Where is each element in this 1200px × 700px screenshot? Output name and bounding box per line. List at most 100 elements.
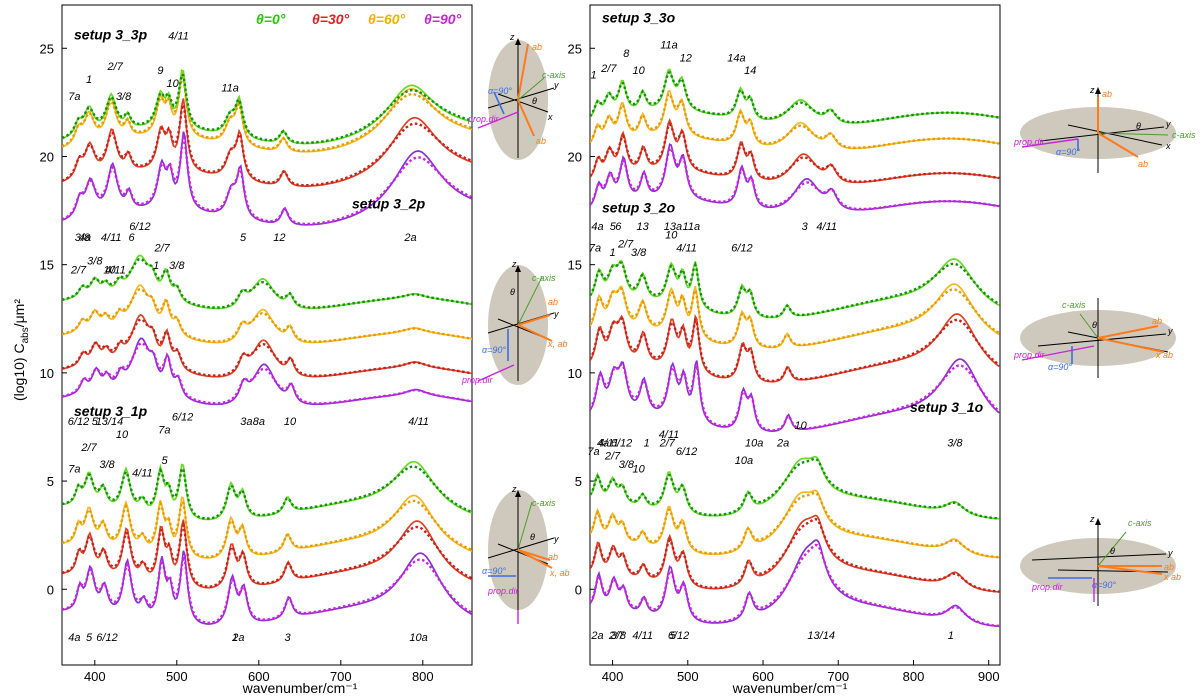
- x-tick-label: 700: [827, 669, 849, 684]
- peak-label: 10: [633, 65, 646, 77]
- diagram-caxis-label: c-axis: [1062, 300, 1086, 310]
- series-line-θ=60°-solid: [62, 494, 472, 559]
- series-line-θ=0°-solid: [62, 69, 472, 145]
- y-tick-label: 15: [40, 258, 54, 273]
- diagram-theta-label: θ: [532, 96, 537, 106]
- group-title: setup 3_2p: [352, 195, 426, 211]
- x-tick-label: 800: [903, 669, 925, 684]
- peak-label: 3/8: [99, 459, 115, 471]
- peak-label: 14: [744, 65, 756, 77]
- peak-label: 2/7: [80, 442, 97, 454]
- diagram-ab-label: ab: [1164, 562, 1174, 572]
- diagram-z-label: z: [509, 32, 515, 42]
- x-tick-label: 800: [412, 669, 434, 684]
- peak-label: 1: [232, 632, 238, 644]
- y-tick-label: 25: [568, 41, 582, 56]
- diagram-propdir-label: prop.dir: [1013, 137, 1046, 147]
- peak-label: 13a: [664, 221, 682, 233]
- diagram-1o: z c-axis θ y ab x ab α=90° prop.dir: [1020, 514, 1181, 606]
- peak-label: 3/8: [169, 260, 185, 272]
- series-line-θ=90°-dotted: [590, 543, 1000, 628]
- series-line-θ=60°-solid: [590, 89, 1000, 150]
- diagram-propdir-label: prop.dir: [487, 586, 520, 596]
- peak-label: 3a: [240, 416, 252, 428]
- diagram-z-label: z: [1089, 514, 1095, 524]
- diagram-2o: c-axis θ ab y x ab prop.dir α=90°: [1013, 298, 1176, 378]
- diagram-y-label: y: [1165, 119, 1171, 129]
- diagram-ab-label: ab: [1102, 89, 1112, 99]
- series-line-θ=90°-solid: [590, 539, 1000, 628]
- peak-label: 10: [103, 264, 116, 276]
- group-title: setup 3_3p: [74, 27, 148, 43]
- diagram-caxis-label: c-axis: [532, 498, 556, 508]
- peak-label: 2a: [231, 632, 244, 644]
- diagram-ab2-label: ab: [1138, 159, 1148, 169]
- peak-label: 4/11: [676, 243, 697, 255]
- series-line-θ=60°-dotted: [590, 92, 1000, 149]
- peak-label: 4/11: [659, 429, 680, 441]
- diagram-alpha-label: α=90°: [482, 566, 506, 576]
- series-line-θ=30°-dotted: [590, 517, 1000, 593]
- group-title: setup 3_3o: [602, 9, 676, 25]
- peak-label: 7a: [68, 91, 80, 103]
- peak-label: 2/7: [608, 630, 625, 642]
- series-line-θ=30°-solid: [590, 514, 1000, 593]
- diagram-theta-label: θ: [1110, 546, 1115, 556]
- peak-label: 6: [615, 221, 622, 233]
- diagram-ab-label: ab: [532, 42, 542, 52]
- peak-label: 2/7: [659, 437, 676, 449]
- peak-label: 10: [284, 416, 297, 428]
- y-tick-label: 10: [568, 366, 582, 381]
- x-tick-label: 900: [978, 669, 1000, 684]
- peak-label: 2/7: [617, 238, 634, 250]
- series-line-θ=60°-dotted: [62, 287, 472, 343]
- legend: θ=0° θ=30° θ=60° θ=90°: [256, 11, 462, 27]
- peak-label: 3: [802, 221, 809, 233]
- peak-label: 6/12: [68, 416, 89, 428]
- diagram-ab-label: ab: [548, 552, 558, 562]
- peak-label: 11a: [660, 39, 678, 51]
- right-plot-frame: [589, 4, 1001, 666]
- peak-label: 5: [162, 455, 169, 467]
- peak-label: 10: [116, 429, 129, 441]
- y-axis-label-sub: abs: [20, 327, 31, 343]
- peak-label: 1: [948, 630, 954, 642]
- series-line-θ=90°-solid: [590, 143, 1000, 211]
- diagram-x-label: x: [1165, 141, 1171, 151]
- peak-label: 7a: [68, 463, 80, 475]
- peak-label: 4/11: [408, 416, 429, 428]
- x-tick-label: 600: [248, 669, 270, 684]
- y-tick-label: 5: [575, 474, 582, 489]
- peak-label: 1: [590, 70, 596, 82]
- series-line-θ=0°-dotted: [62, 73, 472, 144]
- diagram-y-label: y: [1167, 326, 1173, 336]
- peak-label: 13/14: [807, 630, 835, 642]
- peak-label: 3/8: [116, 91, 132, 103]
- peak-label: 2/7: [600, 63, 617, 75]
- diagram-z-label: z: [1089, 85, 1095, 95]
- diagram-z-label: z: [511, 484, 517, 494]
- peak-label: 4a: [79, 232, 91, 244]
- diagram-caxis-label: c-axis: [1172, 130, 1196, 140]
- peak-label: 12: [680, 52, 692, 64]
- peak-label: 6/12: [611, 437, 632, 449]
- y-tick-label: 0: [47, 582, 54, 597]
- peak-label: 4/11: [632, 630, 653, 642]
- diagram-y-label: y: [1167, 548, 1173, 558]
- diagram-propdir-label: prop.dir: [467, 114, 500, 124]
- x-tick-label: 400: [84, 669, 106, 684]
- peak-label: 2a: [403, 232, 416, 244]
- left-x-axis-label: wavenumber/cm⁻¹: [242, 680, 358, 696]
- y-tick-label: 15: [568, 258, 582, 273]
- series-line-θ=90°-dotted: [62, 341, 472, 405]
- diagram-alpha-label: α=90°: [482, 345, 506, 355]
- group-title: setup 3_1o: [910, 399, 984, 415]
- peak-label: 10a: [735, 455, 753, 467]
- peak-label: 6/12: [676, 446, 697, 458]
- series-line-θ=0°-solid: [590, 258, 1000, 319]
- legend-entry: θ=30°: [312, 11, 350, 27]
- y-tick-label: 20: [40, 149, 54, 164]
- diagram-ab2-label: ab: [536, 136, 546, 146]
- peak-label: 10a: [745, 437, 763, 449]
- group-title: setup 3_1p: [74, 403, 148, 419]
